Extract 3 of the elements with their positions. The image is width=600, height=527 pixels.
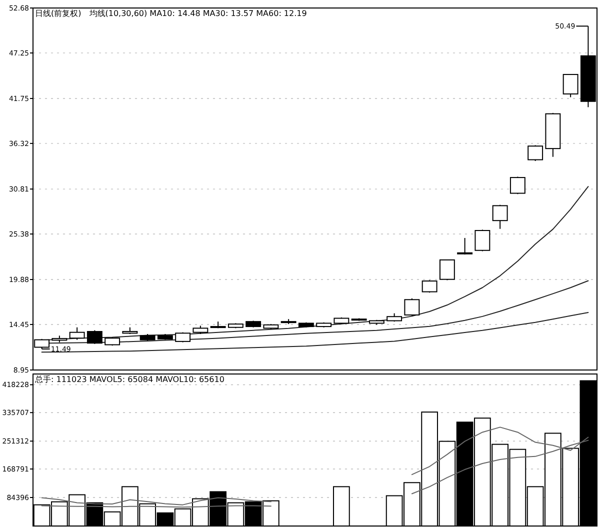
chart-title: 日线(前复权) bbox=[35, 9, 82, 18]
chart-subtitle: 均线(10,30,60) MA10: 14.48 MA30: 13.57 MA60: 12.19 bbox=[88, 9, 307, 18]
chart-title: 总手: 111023 MAVOL5: 65084 MAVOL10: 65610 bbox=[34, 375, 224, 384]
